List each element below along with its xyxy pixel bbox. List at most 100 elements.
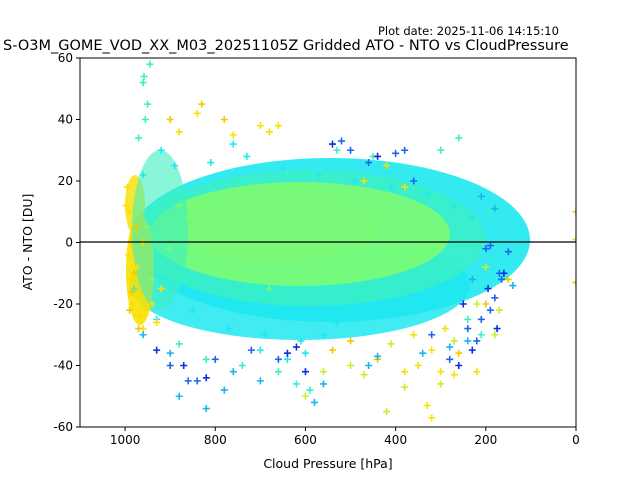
x-tick-label: 400: [384, 433, 407, 447]
data-point: [347, 254, 355, 262]
data-point: [139, 79, 147, 87]
data-point: [238, 362, 246, 369]
data-point: [144, 223, 152, 231]
data-point: [441, 300, 449, 308]
data-point: [265, 285, 273, 293]
data-point: [306, 386, 314, 394]
data-point: [347, 146, 355, 154]
data-point: [414, 362, 422, 369]
data-point: [455, 362, 463, 369]
data-point: [401, 383, 409, 391]
data-point: [153, 318, 161, 326]
data-point: [220, 229, 228, 237]
data-point: [140, 72, 148, 80]
data-point: [243, 152, 251, 160]
data-point: [141, 116, 149, 123]
data-point: [351, 177, 359, 185]
y-tick-label: -20: [53, 297, 73, 311]
data-point: [135, 325, 143, 333]
data-point: [310, 398, 318, 406]
y-tick-label: 60: [58, 51, 73, 65]
y-tick-label: -40: [53, 359, 73, 373]
data-point: [202, 405, 210, 413]
data-point: [256, 346, 264, 354]
data-point: [401, 183, 409, 191]
data-point: [572, 278, 576, 286]
data-point: [329, 140, 337, 148]
data-point: [122, 202, 130, 210]
x-tick-label: 0: [572, 433, 580, 447]
data-point: [428, 414, 436, 422]
data-point: [301, 368, 309, 376]
data-point: [482, 263, 490, 271]
y-tick-label: 0: [65, 236, 73, 250]
data-point: [482, 300, 490, 308]
data-point: [146, 60, 154, 68]
data-point: [301, 392, 309, 400]
data-point: [256, 377, 264, 385]
data-point: [198, 100, 206, 108]
data-point: [468, 346, 476, 354]
data-point: [428, 346, 436, 354]
y-axis: -60 -40 -20 0 20 40 60: [53, 51, 80, 434]
data-point: [572, 208, 576, 216]
data-point: [387, 340, 395, 348]
data-point: [166, 362, 174, 369]
data-point: [329, 232, 337, 240]
data-point: [229, 368, 237, 376]
data-point: [180, 362, 188, 369]
data-point: [175, 202, 183, 210]
data-point: [126, 306, 134, 314]
data-point: [437, 146, 445, 154]
x-tick-label: 200: [474, 433, 497, 447]
data-point: [283, 189, 291, 197]
data-point: [491, 205, 499, 213]
data-point: [392, 214, 400, 222]
data-point: [128, 300, 136, 308]
data-point: [493, 325, 501, 333]
data-point: [419, 242, 427, 250]
data-point: [128, 288, 136, 296]
data-point: [148, 300, 156, 308]
data-point: [500, 269, 508, 277]
data-point: [401, 146, 409, 154]
aqua-band-left: [132, 150, 188, 310]
data-point: [464, 325, 472, 333]
plot-date: Plot date: 2025-11-06 14:15:10: [378, 24, 559, 38]
data-point: [572, 235, 576, 243]
data-point: [441, 325, 449, 333]
data-point: [202, 355, 210, 363]
data-point: [144, 306, 152, 314]
data-point: [374, 152, 382, 160]
data-point: [261, 331, 269, 339]
data-point: [477, 192, 485, 200]
data-point: [338, 137, 346, 145]
green-density-core: [160, 187, 380, 263]
data-point: [491, 294, 499, 302]
x-tick-label: 800: [204, 433, 227, 447]
data-point: [283, 355, 291, 363]
data-point: [455, 349, 463, 357]
data-point: [450, 202, 458, 210]
data-point: [450, 371, 458, 379]
data-point: [144, 100, 152, 108]
data-point: [171, 162, 179, 170]
data-point: [225, 325, 233, 333]
data-point: [274, 122, 282, 130]
data-point: [132, 223, 140, 231]
data-point: [486, 306, 494, 314]
data-point: [360, 371, 368, 379]
data-point: [419, 349, 427, 357]
data-point: [365, 362, 373, 369]
data-point: [473, 368, 481, 376]
data-point: [166, 116, 174, 123]
data-point: [410, 177, 418, 185]
data-point: [401, 226, 409, 234]
data-point: [495, 306, 503, 314]
data-point: [274, 368, 282, 376]
data-point: [365, 159, 373, 167]
data-point: [148, 275, 156, 283]
data-point: [247, 346, 255, 354]
data-point: [410, 257, 418, 265]
data-point: [428, 331, 436, 339]
